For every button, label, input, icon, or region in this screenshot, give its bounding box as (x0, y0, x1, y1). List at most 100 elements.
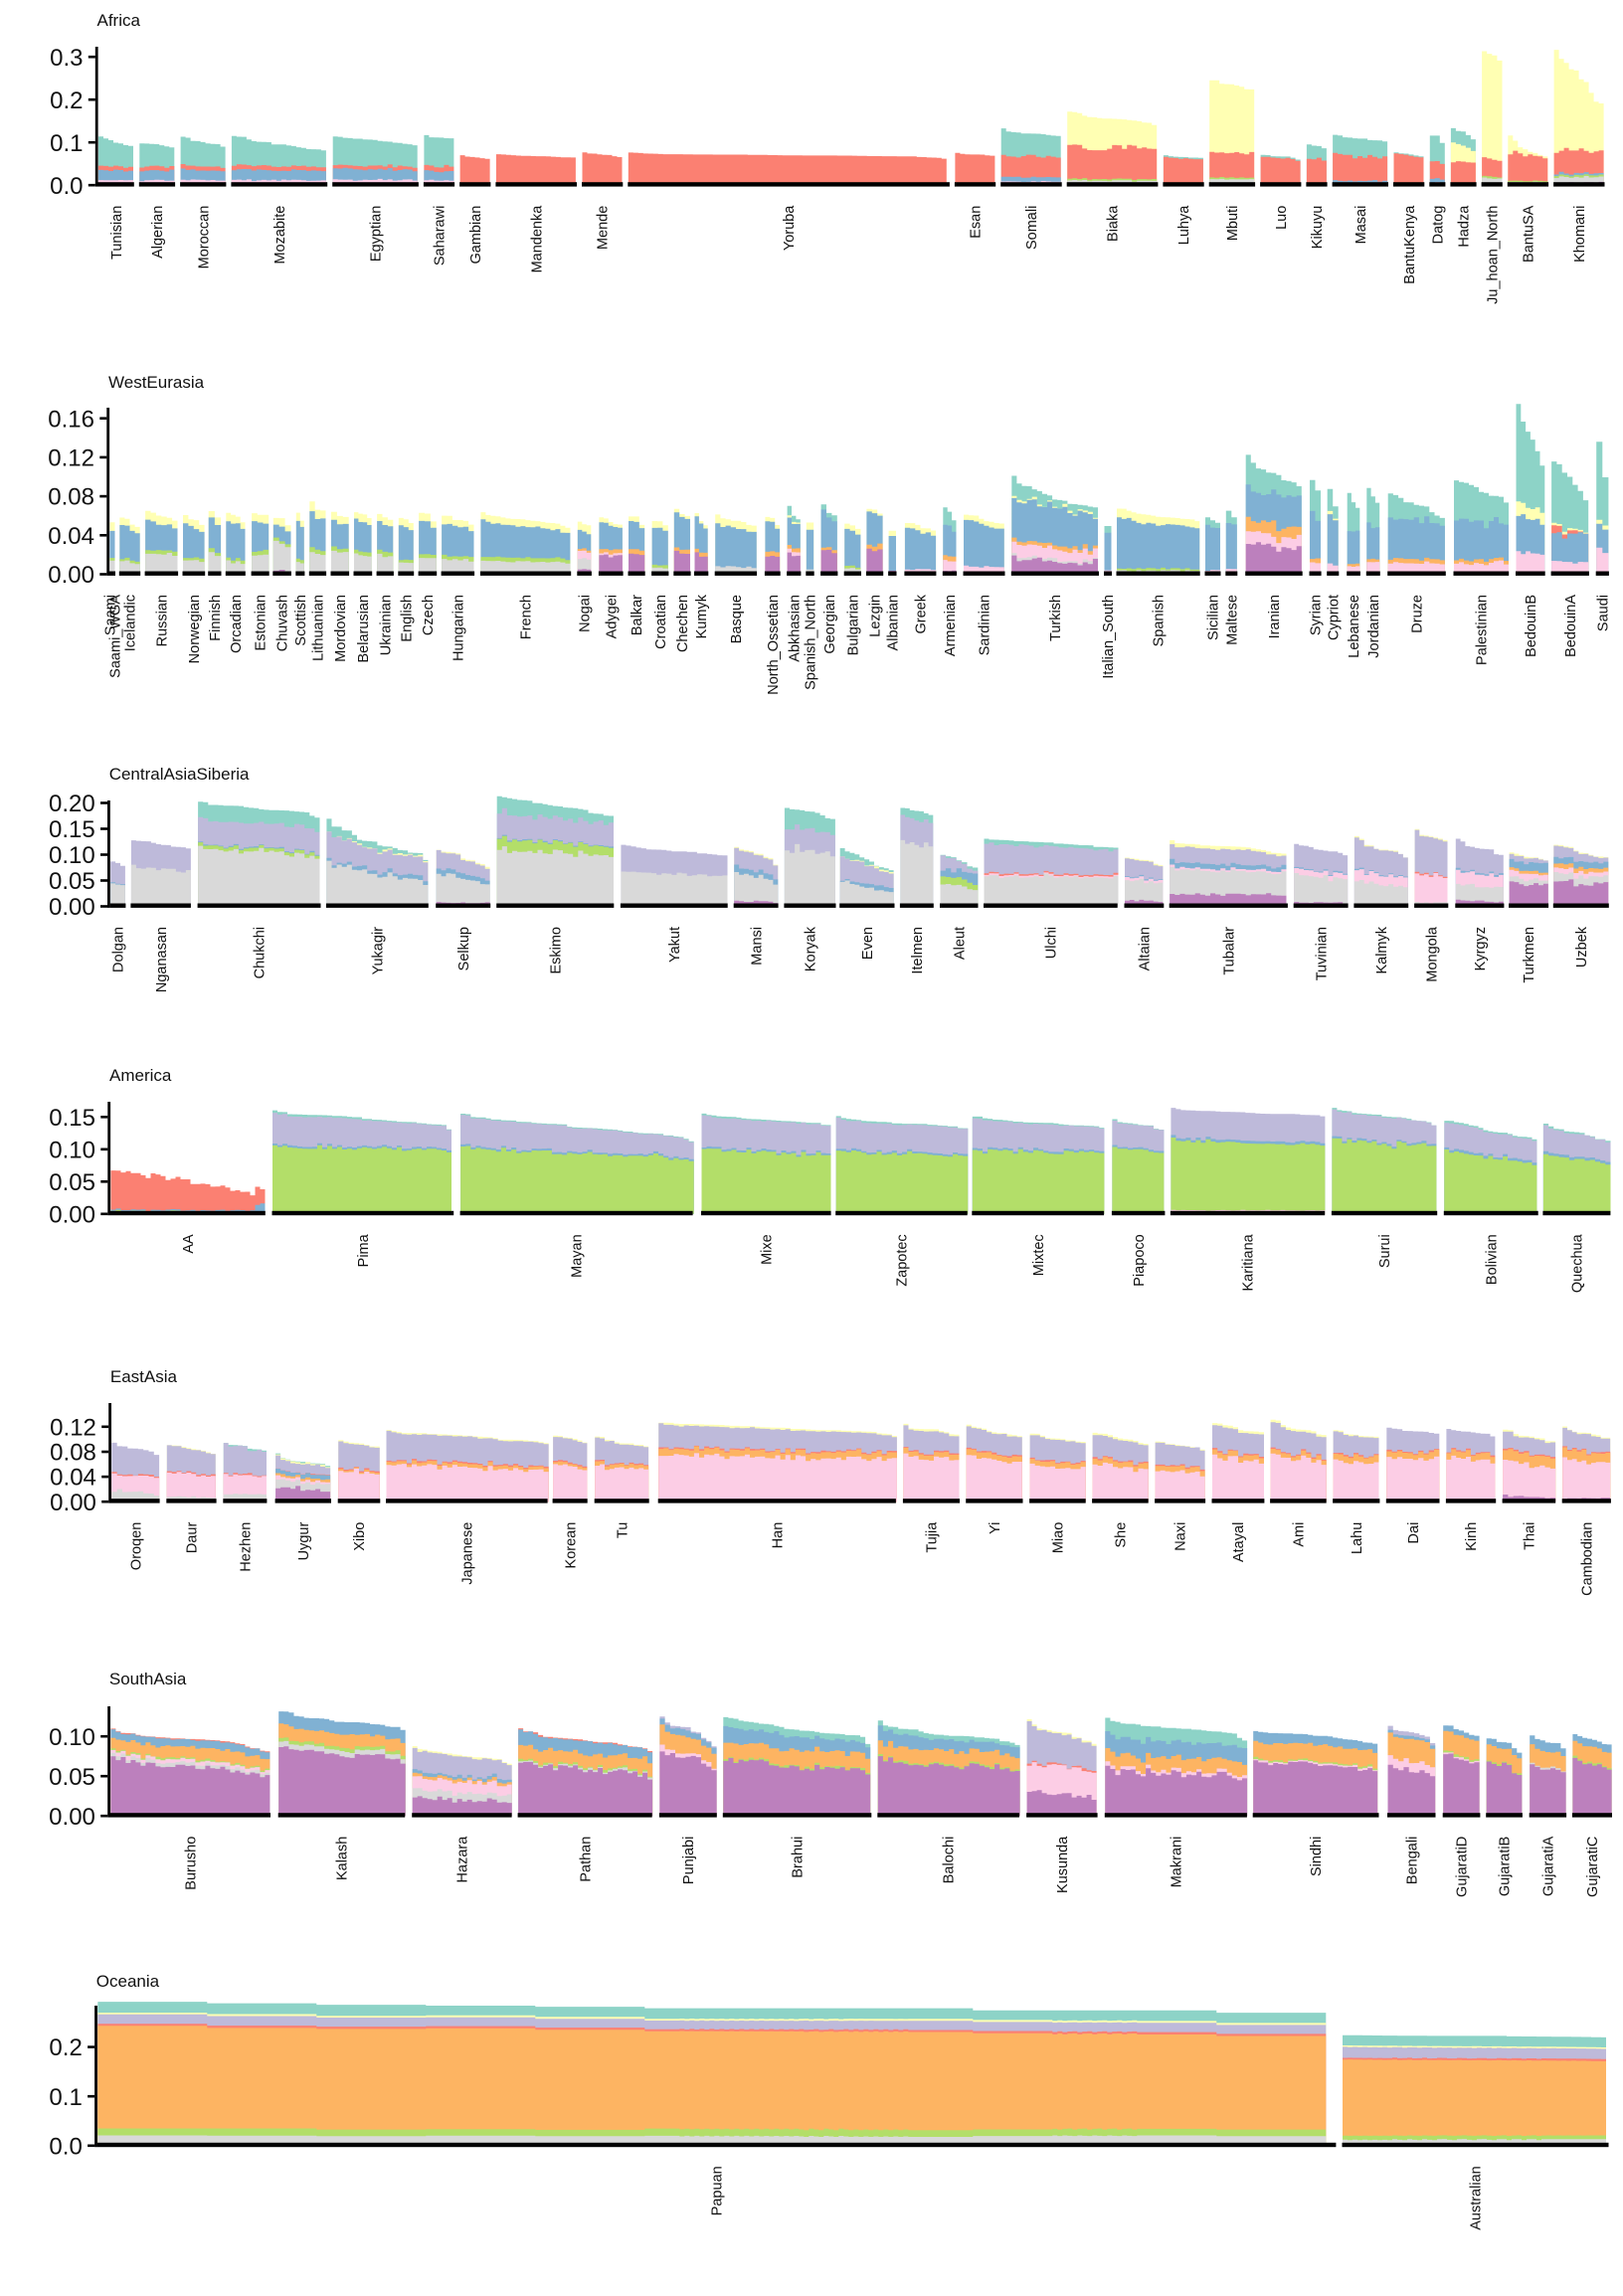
svg-text:Africa: Africa (97, 11, 141, 30)
svg-text:Kumyk: Kumyk (694, 594, 710, 638)
svg-text:Saudi: Saudi (1595, 595, 1611, 631)
svg-text:Xibo: Xibo (352, 1522, 368, 1551)
svg-text:Brahui: Brahui (791, 1837, 807, 1878)
svg-text:Esan: Esan (969, 206, 985, 239)
svg-text:Itelmen: Itelmen (910, 927, 926, 974)
svg-text:AA: AA (181, 1234, 197, 1254)
svg-text:Jordanian: Jordanian (1366, 595, 1382, 658)
svg-text:Surui: Surui (1377, 1234, 1393, 1268)
svg-text:Bolivian: Bolivian (1484, 1234, 1500, 1285)
svg-text:CentralAsiaSiberia: CentralAsiaSiberia (109, 765, 250, 784)
svg-text:0.05: 0.05 (49, 1169, 95, 1196)
svg-text:Chuvash: Chuvash (275, 595, 291, 651)
svg-text:Mandenka: Mandenka (529, 205, 545, 273)
svg-text:Cypriot: Cypriot (1326, 595, 1342, 640)
svg-text:Tu: Tu (615, 1522, 631, 1538)
svg-text:Abkhasian: Abkhasian (787, 595, 803, 662)
svg-text:Balochi: Balochi (942, 1837, 958, 1884)
svg-text:0.04: 0.04 (50, 1465, 96, 1492)
svg-text:Mixe: Mixe (759, 1234, 775, 1265)
svg-text:Japanese: Japanese (459, 1522, 475, 1585)
svg-text:GujaratiD: GujaratiD (1455, 1837, 1471, 1897)
svg-text:Oceania: Oceania (96, 1972, 160, 1991)
svg-text:0.0: 0.0 (49, 2133, 82, 2160)
svg-text:Turkmen: Turkmen (1522, 927, 1537, 983)
svg-text:Syrian: Syrian (1309, 595, 1325, 635)
svg-text:Lithuanian: Lithuanian (311, 595, 327, 661)
svg-text:Eskimo: Eskimo (548, 927, 564, 974)
svg-text:Dolgan: Dolgan (111, 927, 127, 972)
svg-text:Kalash: Kalash (334, 1837, 350, 1880)
svg-text:Luo: Luo (1274, 206, 1290, 230)
svg-text:Altaian: Altaian (1137, 927, 1153, 971)
svg-text:Bengali: Bengali (1404, 1837, 1420, 1884)
svg-text:BantuKenya: BantuKenya (1402, 205, 1418, 284)
svg-text:Algerian: Algerian (150, 206, 166, 259)
svg-text:Ulchi: Ulchi (1043, 927, 1059, 959)
svg-text:Georgian: Georgian (822, 595, 838, 654)
svg-text:0.04: 0.04 (48, 523, 94, 550)
svg-text:Yakut: Yakut (667, 927, 683, 963)
svg-text:Nogai: Nogai (578, 595, 594, 632)
svg-text:Sindhi: Sindhi (1309, 1837, 1325, 1876)
svg-text:Papuan: Papuan (710, 2166, 726, 2215)
svg-text:Turkish: Turkish (1048, 595, 1064, 641)
svg-text:Lezgin: Lezgin (868, 595, 884, 637)
svg-text:Kinh: Kinh (1464, 1522, 1480, 1551)
svg-text:Saharawi: Saharawi (433, 206, 449, 265)
svg-text:Pima: Pima (356, 1233, 372, 1267)
svg-text:Pathan: Pathan (578, 1837, 594, 1882)
svg-text:North_Ossetian: North_Ossetian (766, 595, 782, 695)
svg-text:Finnish: Finnish (208, 595, 224, 641)
svg-text:EastAsia: EastAsia (110, 1367, 178, 1386)
svg-text:Adygei: Adygei (604, 595, 620, 638)
svg-text:0.1: 0.1 (49, 2084, 82, 2111)
svg-text:Oroqen: Oroqen (128, 1522, 144, 1570)
svg-text:Punjabi: Punjabi (681, 1837, 697, 1884)
svg-text:Dai: Dai (1406, 1522, 1422, 1544)
svg-text:Piapoco: Piapoco (1132, 1234, 1148, 1286)
svg-text:Iranian: Iranian (1267, 595, 1283, 638)
svg-text:Palestinian: Palestinian (1474, 595, 1490, 665)
svg-text:Yoruba: Yoruba (782, 205, 798, 251)
svg-text:Ukrainian: Ukrainian (378, 595, 394, 655)
svg-text:Tujia: Tujia (925, 1521, 941, 1553)
svg-text:GujaratiB: GujaratiB (1498, 1837, 1514, 1896)
svg-text:Mozabite: Mozabite (272, 206, 288, 265)
svg-text:Zapotec: Zapotec (895, 1234, 911, 1286)
svg-text:Spanish: Spanish (1152, 595, 1168, 646)
svg-text:Datog: Datog (1430, 206, 1446, 245)
svg-text:Aleut: Aleut (952, 927, 968, 960)
svg-text:She: She (1113, 1522, 1129, 1548)
svg-text:0.08: 0.08 (48, 484, 94, 511)
svg-text:Mbuti: Mbuti (1225, 206, 1241, 241)
svg-text:Mordovian: Mordovian (333, 595, 349, 662)
svg-text:0.20: 0.20 (49, 791, 95, 817)
svg-text:Burusho: Burusho (183, 1837, 199, 1890)
svg-text:Sicilian: Sicilian (1206, 595, 1222, 640)
svg-text:Khomani: Khomani (1572, 206, 1588, 263)
svg-text:Yi: Yi (988, 1522, 1003, 1534)
svg-text:Biaka: Biaka (1106, 205, 1122, 242)
svg-text:Han: Han (770, 1522, 786, 1549)
svg-text:Orcadian: Orcadian (229, 595, 245, 653)
svg-text:Estonian: Estonian (254, 595, 270, 650)
svg-text:Miao: Miao (1050, 1522, 1066, 1553)
svg-text:Luhya: Luhya (1176, 205, 1192, 245)
svg-text:Hungarian: Hungarian (451, 595, 466, 661)
svg-text:Egyptian: Egyptian (369, 206, 385, 262)
svg-text:Naxi: Naxi (1173, 1522, 1189, 1551)
svg-text:Koryak: Koryak (804, 926, 819, 971)
svg-text:0.00: 0.00 (49, 1201, 95, 1228)
svg-text:Moroccan: Moroccan (196, 206, 212, 269)
svg-text:Belarusian: Belarusian (356, 595, 372, 663)
svg-text:0.05: 0.05 (49, 1764, 95, 1791)
svg-text:GujaratiC: GujaratiC (1585, 1837, 1601, 1897)
svg-text:Mende: Mende (596, 206, 612, 250)
svg-text:0.00: 0.00 (50, 1490, 96, 1516)
svg-text:Balkar: Balkar (630, 595, 645, 635)
svg-text:WestEurasia: WestEurasia (108, 373, 205, 392)
svg-text:Scottish: Scottish (293, 595, 309, 646)
svg-text:0.15: 0.15 (49, 1105, 95, 1132)
svg-text:0.10: 0.10 (49, 842, 95, 869)
